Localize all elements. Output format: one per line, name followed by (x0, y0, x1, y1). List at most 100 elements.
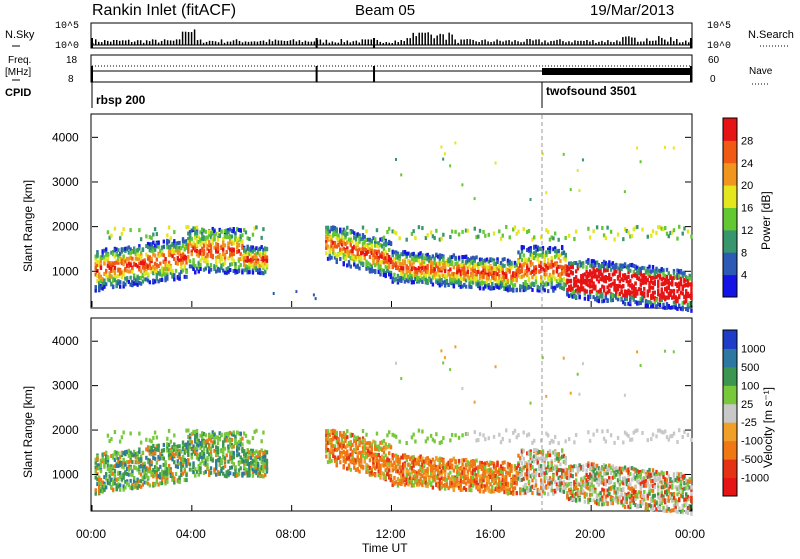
velocity-cell (129, 479, 131, 483)
nsky-bar (616, 40, 618, 45)
velocity-cell (252, 436, 254, 440)
velocity-cell (379, 476, 381, 480)
velocity-cell (339, 460, 341, 464)
power-cell (533, 235, 535, 239)
power-cell (652, 229, 654, 233)
power-cell (589, 295, 591, 299)
power-cell (549, 250, 551, 254)
power-cell (535, 270, 537, 274)
power-cell (617, 233, 619, 237)
power-cell (521, 258, 523, 262)
power-cell (215, 261, 217, 265)
nsky-bar (356, 41, 358, 45)
power-cell (619, 273, 621, 277)
power-cell (467, 229, 469, 233)
nsky-bar (332, 41, 334, 45)
power-cell (563, 153, 565, 156)
power-cell (528, 229, 530, 233)
velocity-cell (147, 476, 149, 480)
power-cell (400, 173, 402, 176)
power-cell (613, 238, 615, 242)
velocity-cell (145, 438, 147, 442)
velocity-cell (362, 429, 364, 433)
power-cell (564, 258, 566, 262)
velocity-cell (103, 465, 105, 469)
power-cell (554, 232, 556, 236)
nsky-bar (583, 41, 585, 45)
power-cell (398, 236, 400, 240)
velocity-cell (245, 434, 247, 438)
velocity-cell (210, 471, 212, 475)
power-cell (585, 265, 587, 269)
power-cell (426, 264, 428, 268)
power-cell (264, 270, 266, 274)
power-cell (627, 231, 629, 235)
nsky-bar (448, 33, 450, 45)
nsky-bar (314, 41, 316, 45)
nsky-bar (197, 40, 199, 45)
power-cell (547, 289, 549, 293)
power-cell (622, 237, 624, 241)
station-title: Rankin Inlet (fitACF) (92, 2, 236, 19)
power-cell (206, 259, 208, 263)
nsky-bar (664, 40, 666, 45)
power-cell (170, 236, 172, 240)
nsky-bar (577, 41, 579, 45)
nsky-bar (122, 40, 124, 45)
power-cell (467, 270, 469, 274)
power-cell (206, 252, 208, 256)
power-cell (233, 248, 235, 252)
freq-label-1: Freq. (8, 55, 31, 66)
power-cell (687, 230, 689, 234)
velocity-cell (121, 435, 123, 439)
velocity-cell (122, 476, 124, 480)
power-cell (156, 258, 158, 262)
power-cell (531, 288, 533, 292)
power-cell (295, 290, 297, 293)
nsky-bar (433, 38, 435, 45)
power-cell (510, 266, 512, 270)
power-cell (362, 226, 364, 230)
power-cell (100, 260, 102, 264)
nsky-bar (415, 36, 417, 45)
nsky-bar (559, 39, 561, 45)
power-cell (624, 190, 626, 193)
nsky-bar (472, 40, 474, 45)
velocity-cell (107, 456, 109, 460)
nsky-bar (341, 39, 343, 45)
power-cell (582, 261, 584, 265)
velocity-cell (220, 433, 222, 437)
nsky-bar (272, 41, 274, 45)
nsky-bar (514, 40, 516, 45)
velocity-cell (374, 441, 376, 445)
velocity-cell (122, 430, 124, 434)
nsky-bar (649, 41, 651, 45)
power-cell (442, 233, 444, 237)
power-cell (105, 282, 107, 286)
power-cell (241, 233, 243, 237)
nsky-bar (517, 41, 519, 45)
date-title: 19/Mar/2013 (590, 2, 674, 19)
power-cell (224, 243, 226, 247)
power-cell (530, 248, 532, 252)
power-cell (673, 289, 675, 293)
power-cell (362, 262, 364, 266)
power-cell (634, 281, 636, 285)
power-cell (166, 277, 168, 281)
velocity-cell (358, 470, 360, 474)
nsky-bar (631, 37, 633, 45)
power-cell (516, 288, 518, 292)
power-cell (578, 189, 580, 192)
power-cell (224, 261, 226, 265)
power-cell (147, 272, 149, 276)
nsky-bar (484, 39, 486, 45)
velocity-cell (156, 461, 158, 465)
velocity-cell (94, 488, 96, 492)
power-cell (552, 236, 554, 240)
power-cell (690, 282, 692, 286)
velocity-cell (362, 465, 364, 469)
power-cell (122, 273, 124, 277)
power-cell (676, 299, 678, 303)
nsky-bar (221, 39, 223, 45)
nsky-bar (308, 42, 310, 45)
